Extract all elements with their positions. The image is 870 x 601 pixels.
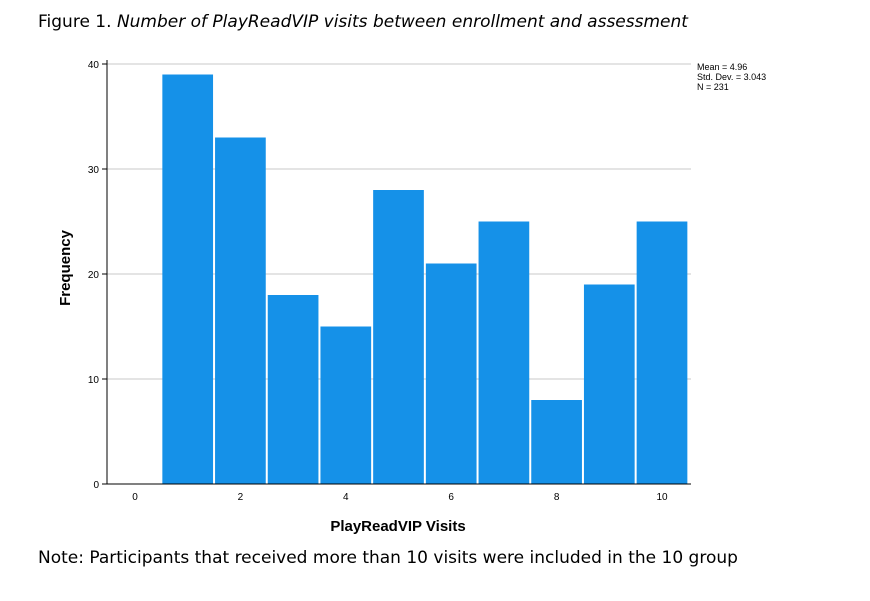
bar-2 — [215, 137, 266, 484]
x-tick-label-6: 6 — [448, 492, 454, 503]
bar-5 — [373, 190, 424, 484]
x-tick-label-4: 4 — [343, 492, 349, 503]
bar-7 — [478, 221, 530, 484]
x-tick-label-8: 8 — [554, 492, 560, 503]
bar-10 — [636, 221, 688, 484]
x-tick-label-0: 0 — [132, 492, 138, 503]
x-axis-label: PlayReadVIP Visits — [330, 518, 465, 535]
figure-title: Number of PlayReadVIP visits between enr… — [116, 12, 688, 32]
x-tick-labels: 0 2 4 6 8 10 — [132, 492, 668, 503]
figure-label: Figure 1. — [38, 12, 117, 32]
y-tick-label-40: 40 — [88, 60, 100, 71]
y-axis-label: Frequency — [57, 229, 74, 306]
x-tick-label-10: 10 — [656, 492, 668, 503]
bar-8 — [531, 400, 582, 484]
bar-6 — [425, 263, 477, 484]
bar-1 — [162, 74, 214, 484]
y-tick-label-20: 20 — [88, 270, 100, 281]
y-tick-label-30: 30 — [88, 165, 100, 176]
x-tick-label-2: 2 — [238, 492, 244, 503]
stat-mean: Mean = 4.96 — [697, 62, 748, 72]
bar-9 — [583, 284, 635, 484]
figure-caption: Figure 1. Number of PlayReadVIP visits b… — [38, 12, 688, 32]
y-tick-label-10: 10 — [88, 375, 100, 386]
bar-3 — [267, 295, 319, 484]
stat-std-dev: Std. Dev. = 3.043 — [697, 72, 767, 82]
bars — [162, 74, 688, 484]
y-tick-labels: 0 10 20 30 40 — [88, 60, 100, 491]
axes — [102, 60, 691, 485]
stat-n: N = 231 — [697, 82, 729, 92]
y-tick-label-0: 0 — [93, 480, 99, 491]
summary-stats: Mean = 4.96 Std. Dev. = 3.043 N = 231 — [697, 62, 766, 92]
bar-4 — [320, 326, 372, 484]
figure-note: Note: Participants that received more th… — [38, 548, 738, 568]
